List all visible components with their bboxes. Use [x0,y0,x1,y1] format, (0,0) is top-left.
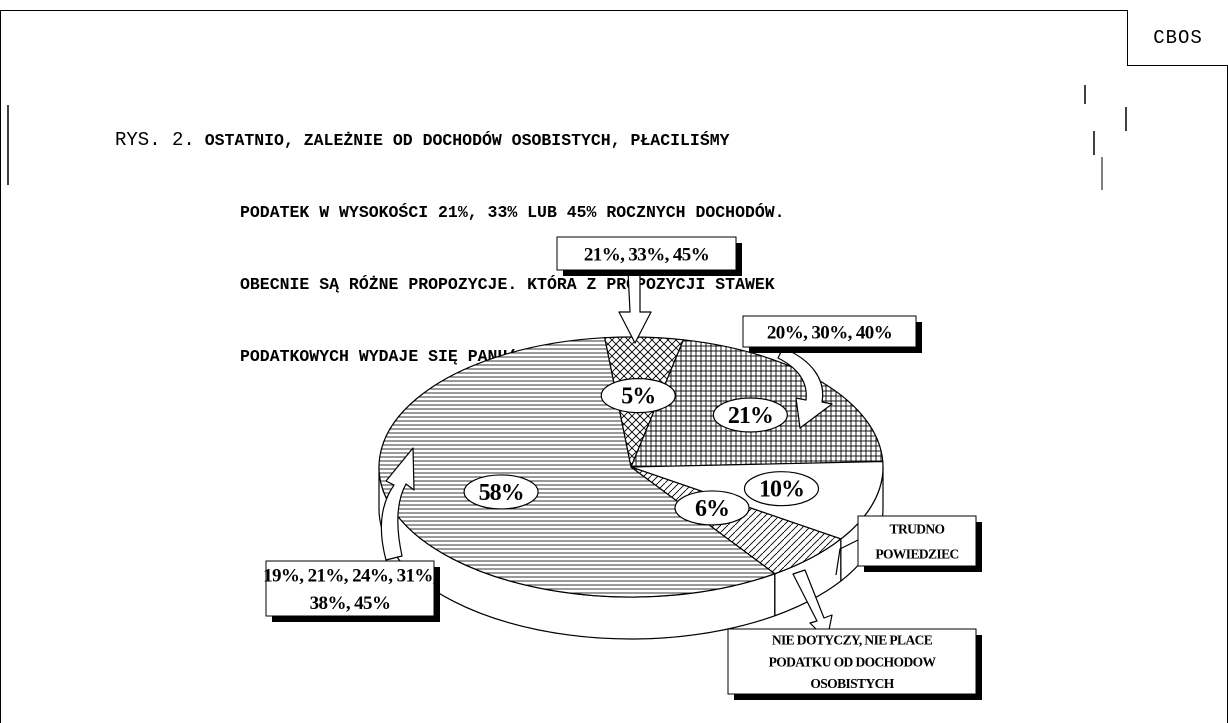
callout-text: OSOBISTYCH [810,676,894,691]
callout-text: 21%, 33%, 45% [584,244,709,265]
callout-slice-3: TRUDNO POWIEDZIEC [857,515,982,572]
arrow-slice-4 [792,569,833,641]
title-line-2: PODATEK W WYSOKOŚCI 21%, 33% LUB 45% ROC… [240,203,785,222]
pie-value-text: 5% [621,384,655,410]
pie-value-text: 6% [695,496,729,522]
pie-value-label: 5% [600,377,676,414]
callout-text: TRUDNO [890,521,945,536]
arrow-slice-5 [380,447,415,561]
pie-callout-labels: 21%, 33%, 45% 20%, 30%, 40% TRUDNO POWIEDZI… [263,236,982,700]
pie-value-labels: 5% 21% 10% 6% 58% [463,377,820,526]
pie-value-text: 21% [728,403,773,429]
callout-text: 20%, 30%, 40% [767,322,892,343]
brand-box: CBOS [1127,10,1228,66]
title-line-text: OSTATNIO, ZALEŻNIE OD DOCHODÓW OSOBISTYC… [204,131,730,150]
callout-text: 38%, 45% [310,593,391,614]
title-line-1: RYS. 2. OSTATNIO, ZALEŻNIE OD DOCHODÓW O… [115,128,1105,153]
pie-value-label: 58% [463,474,539,510]
pie-value-label: 21% [712,397,788,433]
figure-prefix: RYS. 2. [115,129,195,151]
callout-slice-5: 19%, 21%, 24%, 31%, 38%, 45% [263,560,440,622]
pie-callout-arrows [380,270,859,641]
brand-label: CBOS [1153,26,1203,49]
callout-slice-2: 20%, 30%, 40% [742,315,922,353]
pie-value-text: 10% [759,477,804,503]
callout-slice-1: 21%, 33%, 45% [556,236,742,276]
callout-text: POWIEDZIEC [875,546,958,561]
callout-text: NIE DOTYCZY, NIE PLACE [772,633,933,648]
callout-slice-4: NIE DOTYCZY, NIE PLACE PODATKU OD DOCHODO… [727,628,982,700]
callout-text: 19%, 21%, 24%, 31%, [263,566,438,587]
arrow-slice-2 [777,347,833,429]
callout-text: PODATKU OD DOCHODOW [769,654,937,669]
arrow-slice-3 [835,539,859,576]
arrow-slice-1 [618,270,652,344]
pie-value-text: 58% [479,480,524,506]
pie-value-label: 10% [743,471,820,507]
pie-value-label: 6% [674,490,750,526]
